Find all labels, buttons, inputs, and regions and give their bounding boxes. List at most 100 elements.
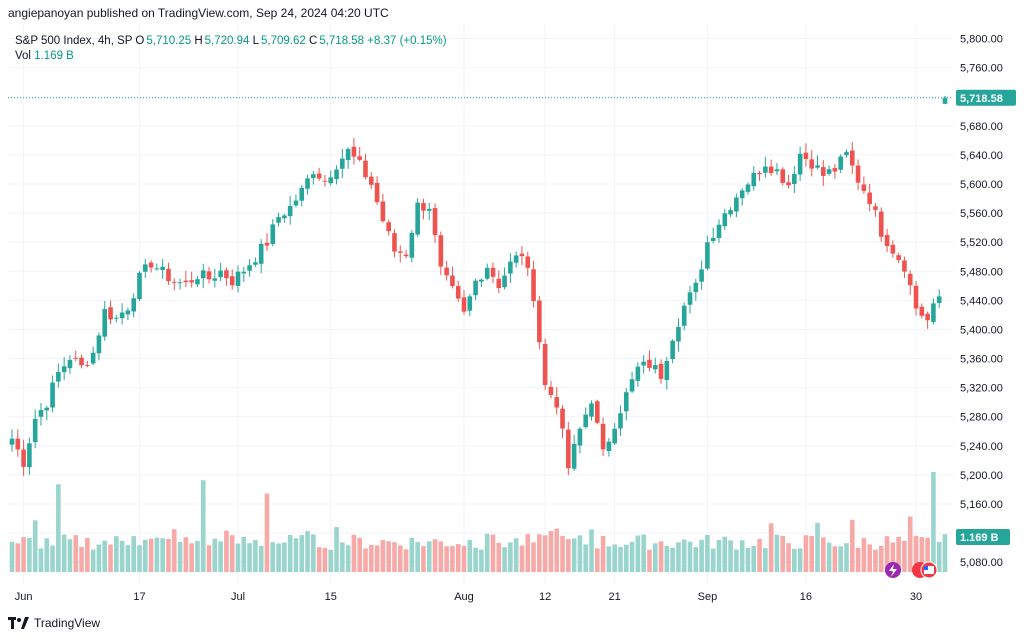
candle-body bbox=[757, 172, 762, 175]
candle-body bbox=[525, 256, 531, 268]
volume-bar bbox=[334, 527, 339, 572]
volume-bar bbox=[826, 542, 832, 572]
legend-low-value: 5,709.62 bbox=[261, 35, 306, 47]
volume-bar bbox=[368, 544, 374, 572]
legend-low-label: L bbox=[252, 35, 260, 47]
y-tick-label: 5,080.00 bbox=[960, 557, 1003, 569]
candle-body bbox=[768, 166, 774, 174]
candle-body bbox=[328, 177, 334, 184]
volume-bar bbox=[171, 529, 177, 572]
candle-body bbox=[734, 197, 739, 212]
volume-bar bbox=[768, 523, 774, 572]
candle-body bbox=[844, 152, 849, 156]
candle-body bbox=[357, 156, 363, 160]
candle-body bbox=[490, 267, 496, 277]
candle-body bbox=[340, 158, 345, 169]
legend-open-label: O bbox=[135, 35, 145, 47]
volume-bar bbox=[148, 538, 154, 572]
volume-bar bbox=[56, 484, 61, 572]
candle-body bbox=[931, 303, 936, 323]
volume-bar bbox=[90, 549, 96, 572]
volume-bar bbox=[212, 538, 218, 572]
candle-body bbox=[728, 210, 733, 215]
volume-bar bbox=[455, 544, 461, 572]
volume-bar bbox=[38, 548, 44, 572]
candle-body bbox=[792, 173, 797, 185]
volume-bar bbox=[670, 547, 675, 572]
volume-bar bbox=[328, 549, 334, 572]
volume-bar bbox=[189, 543, 194, 572]
candle-body bbox=[513, 255, 519, 263]
candle-body bbox=[200, 270, 206, 279]
x-tick-label: 21 bbox=[609, 591, 621, 603]
volume-bar bbox=[728, 540, 733, 572]
candle-body bbox=[85, 365, 90, 367]
volume-bar bbox=[131, 536, 136, 572]
y-tick-label: 5,800.00 bbox=[960, 34, 1003, 46]
volume-bar bbox=[774, 534, 780, 572]
volume-bar bbox=[32, 520, 38, 572]
volume-bar bbox=[264, 493, 270, 572]
candle-body bbox=[612, 428, 617, 444]
candle-body bbox=[241, 271, 247, 274]
volume-bar bbox=[780, 535, 786, 572]
volume-bar bbox=[206, 545, 212, 572]
candle-body bbox=[739, 190, 745, 199]
candle-body bbox=[322, 180, 328, 182]
legend-vol-label: Vol bbox=[15, 50, 31, 62]
volume-bar bbox=[496, 542, 502, 572]
volume-bar bbox=[832, 546, 838, 572]
candle-body bbox=[641, 361, 646, 366]
volume-bar bbox=[380, 540, 386, 572]
candle-body bbox=[664, 360, 670, 380]
legend-symbol: S&P 500 Index, 4h, SP bbox=[15, 35, 133, 47]
candle-body bbox=[496, 278, 502, 289]
volume-bar bbox=[635, 535, 641, 572]
candle-body bbox=[571, 443, 577, 469]
volume-bar bbox=[913, 535, 919, 572]
candle-body bbox=[311, 174, 316, 179]
time-axis[interactable]: Jun 17 Jul 15 Aug 12 21 Sep 16 30 bbox=[15, 591, 922, 603]
y-tick-label: 5,480.00 bbox=[960, 266, 1003, 278]
volume-bar bbox=[618, 546, 623, 572]
volume-bar bbox=[166, 538, 171, 572]
volume-bar bbox=[450, 546, 455, 572]
candle-body bbox=[189, 280, 194, 283]
volume-bar bbox=[786, 543, 791, 572]
volume-bar bbox=[757, 538, 762, 572]
candle-body bbox=[560, 408, 565, 429]
candle-body bbox=[531, 269, 536, 301]
volume-bar bbox=[652, 543, 658, 572]
candle-body bbox=[925, 313, 930, 321]
candle-body bbox=[426, 208, 432, 211]
candle-body bbox=[542, 343, 548, 386]
candlestick-chart[interactable]: 5,080.005,120.005,160.005,200.005,240.00… bbox=[8, 24, 1020, 614]
volume-bar bbox=[421, 546, 426, 572]
volume-bar bbox=[612, 544, 617, 572]
volume-bar bbox=[571, 538, 577, 572]
footer-brand[interactable]: TradingView bbox=[8, 616, 100, 630]
candle-body bbox=[160, 266, 165, 270]
volume-bar bbox=[734, 549, 739, 572]
candle-body bbox=[919, 306, 925, 316]
event-markers[interactable] bbox=[885, 561, 938, 579]
candle-body bbox=[38, 410, 44, 417]
candle-body bbox=[618, 413, 623, 429]
candle-body bbox=[409, 232, 415, 258]
volume-bar bbox=[739, 540, 745, 572]
volume-bar bbox=[195, 540, 200, 572]
y-tick-label: 5,520.00 bbox=[960, 237, 1003, 249]
volume-bar bbox=[699, 539, 704, 572]
y-tick-label: 5,360.00 bbox=[960, 354, 1003, 366]
candle-body bbox=[9, 438, 15, 445]
volume-bar bbox=[293, 538, 299, 572]
chart-legend: S&P 500 Index, 4h, SP O 5,710.25 H 5,720.9… bbox=[15, 34, 447, 64]
candle-body bbox=[797, 153, 803, 175]
volume-bar bbox=[878, 545, 884, 572]
price-axis[interactable]: 5,080.005,120.005,160.005,200.005,240.00… bbox=[956, 34, 1016, 570]
candle-body bbox=[461, 297, 467, 312]
volume-bar bbox=[200, 480, 206, 572]
candle-body bbox=[508, 261, 513, 274]
x-tick-label: 12 bbox=[539, 591, 551, 603]
candle-body bbox=[229, 276, 235, 286]
